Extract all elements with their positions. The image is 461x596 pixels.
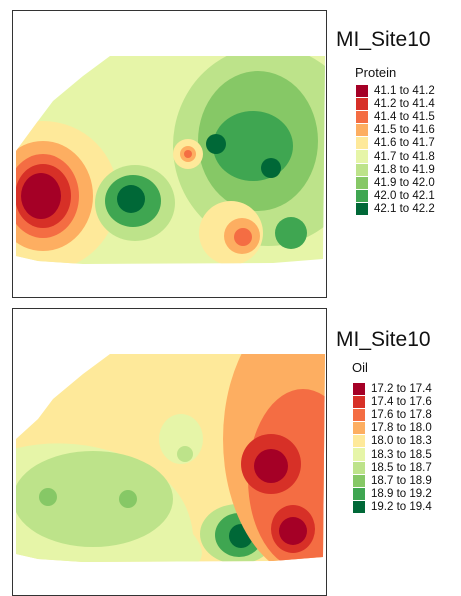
protein-point-orange — [184, 150, 192, 158]
legend-item: 41.2 to 41.4 — [356, 97, 435, 110]
legend-swatch — [353, 435, 365, 448]
protein-hotspot-dark-2 — [261, 158, 281, 178]
legend-swatch — [353, 395, 365, 408]
legend-label: 41.6 to 41.7 — [374, 137, 435, 150]
oil-point-center — [177, 446, 193, 462]
legend-label: 18.0 to 18.3 — [371, 435, 432, 448]
legend-label: 41.5 to 41.6 — [374, 124, 435, 137]
protein-heatmap — [16, 56, 325, 264]
legend-item: 17.8 to 18.0 — [353, 422, 432, 435]
legend-item: 17.2 to 17.4 — [353, 382, 432, 395]
legend-item: 42.1 to 42.2 — [356, 203, 435, 216]
legend-item: 41.1 to 41.2 — [356, 84, 435, 97]
legend-swatch — [356, 190, 368, 203]
oil-hotspot-darkred-2 — [279, 517, 307, 545]
legend-label: 42.1 to 42.2 — [374, 203, 435, 216]
protein-legend: 41.1 to 41.2 41.2 to 41.4 41.4 to 41.5 41.5… — [356, 84, 435, 216]
protein-hotspot-green-3 — [275, 217, 307, 249]
legend-item: 41.5 to 41.6 — [356, 124, 435, 137]
legend-item: 19.2 to 19.4 — [353, 501, 432, 514]
legend-swatch — [356, 176, 368, 189]
legend-label: 41.8 to 41.9 — [374, 163, 435, 176]
legend-label: 17.2 to 17.4 — [371, 382, 432, 395]
oil-hotspot-darkred-1 — [254, 449, 288, 483]
protein-legend-title: Protein — [355, 65, 397, 80]
legend-item: 18.5 to 18.7 — [353, 461, 432, 474]
protein-map-frame — [12, 10, 327, 298]
legend-swatch — [356, 97, 368, 110]
oil-point-left-1 — [39, 488, 57, 506]
legend-swatch — [353, 382, 365, 395]
legend-item: 18.0 to 18.3 — [353, 435, 432, 448]
legend-item: 41.7 to 41.8 — [356, 150, 435, 163]
legend-label: 41.1 to 41.2 — [374, 84, 435, 97]
legend-item: 18.3 to 18.5 — [353, 448, 432, 461]
legend-label: 41.4 to 41.5 — [374, 110, 435, 123]
legend-swatch — [353, 422, 365, 435]
legend-item: 41.9 to 42.0 — [356, 176, 435, 189]
legend-label: 18.7 to 18.9 — [371, 474, 432, 487]
legend-swatch — [353, 488, 365, 501]
protein-zone-center-dark — [117, 185, 145, 213]
legend-swatch — [356, 124, 368, 137]
legend-swatch — [353, 448, 365, 461]
legend-swatch — [356, 203, 368, 216]
legend-swatch — [356, 137, 368, 150]
oil-point-left-2 — [119, 490, 137, 508]
legend-item: 17.6 to 17.8 — [353, 408, 432, 422]
oil-legend: 17.2 to 17.4 17.4 to 17.6 17.6 to 17.8 17.8… — [353, 382, 432, 514]
legend-item: 18.7 to 18.9 — [353, 474, 432, 487]
protein-map-title: MI_Site10 — [336, 28, 431, 51]
legend-item: 42.0 to 42.1 — [356, 190, 435, 203]
oil-map-title: MI_Site10 — [336, 328, 431, 351]
protein-hotspot-dark-1 — [206, 134, 226, 154]
legend-label: 17.6 to 17.8 — [371, 408, 432, 421]
legend-label: 41.9 to 42.0 — [374, 176, 435, 189]
legend-swatch — [356, 110, 368, 124]
legend-item: 18.9 to 19.2 — [353, 488, 432, 501]
legend-label: 18.3 to 18.5 — [371, 448, 432, 461]
legend-swatch — [353, 474, 365, 487]
oil-zone-left-green — [16, 451, 173, 547]
protein-bottom-orange — [234, 228, 252, 246]
legend-swatch — [353, 461, 365, 474]
oil-heatmap — [16, 354, 325, 562]
legend-label: 41.7 to 41.8 — [374, 150, 435, 163]
oil-map-frame — [12, 308, 327, 596]
legend-swatch — [353, 501, 365, 514]
legend-label: 18.5 to 18.7 — [371, 461, 432, 474]
legend-label: 42.0 to 42.1 — [374, 190, 435, 203]
legend-swatch — [356, 84, 368, 97]
legend-item: 41.6 to 41.7 — [356, 137, 435, 150]
legend-swatch — [356, 150, 368, 163]
protein-zone-left-darkred — [21, 173, 61, 219]
legend-label: 17.8 to 18.0 — [371, 422, 432, 435]
legend-swatch — [353, 408, 365, 422]
legend-label: 18.9 to 19.2 — [371, 488, 432, 501]
oil-legend-title: Oil — [352, 360, 368, 375]
legend-item: 41.8 to 41.9 — [356, 163, 435, 176]
legend-item: 17.4 to 17.6 — [353, 395, 432, 408]
legend-item: 41.4 to 41.5 — [356, 110, 435, 124]
legend-label: 17.4 to 17.6 — [371, 395, 432, 408]
legend-label: 41.2 to 41.4 — [374, 97, 435, 110]
legend-swatch — [356, 163, 368, 176]
legend-label: 19.2 to 19.4 — [371, 501, 432, 514]
